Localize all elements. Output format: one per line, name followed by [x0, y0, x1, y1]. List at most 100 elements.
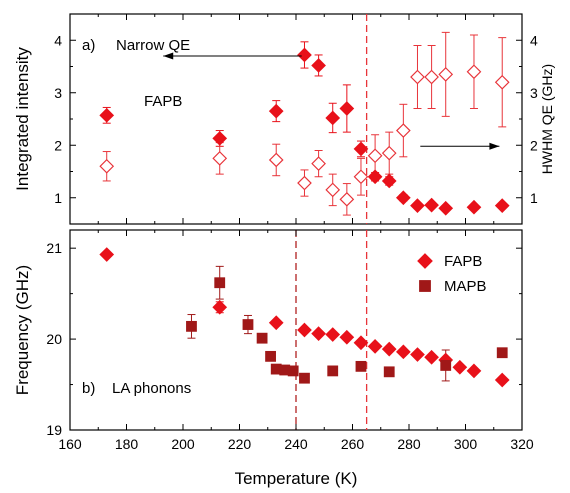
legend-mapb-marker [419, 280, 431, 292]
x-tick-label-160: 160 [58, 436, 82, 452]
top-arrow-left-head [163, 52, 174, 60]
top-panel-label: a) [82, 37, 95, 54]
x-tick-label-300: 300 [454, 436, 478, 452]
top-s1-point-1 [212, 151, 228, 166]
bottom-mapb-point-3 [256, 332, 268, 344]
top-s1-point-12 [424, 69, 439, 85]
top-y2tick-label-4: 4 [530, 32, 538, 48]
bottom-mapb-point-8 [299, 372, 310, 384]
legend-fapb-marker [417, 253, 433, 269]
top-s1-point-15 [494, 74, 510, 90]
bottom-ytick-label-21: 21 [46, 240, 62, 256]
top-s1-point-6 [339, 191, 355, 207]
top-s1-point-13 [438, 67, 454, 82]
bottom-mapb-point-11 [383, 366, 395, 378]
bottom-mapb-point-13 [496, 347, 508, 359]
x-tick-label-220: 220 [228, 436, 252, 452]
top-y2tick-label-3: 3 [530, 85, 538, 101]
legend-fapb-label: FAPB [444, 253, 482, 270]
top-s0-point-14 [466, 199, 482, 215]
bottom-fapb-point-16 [494, 372, 510, 388]
bottom-fapb-point-15 [466, 363, 482, 379]
bottom-fapb-point-2 [268, 315, 284, 331]
bottom-mapb-point-10 [355, 360, 367, 372]
top-ytick-label-2: 2 [54, 137, 62, 153]
top-s0-point-1 [212, 131, 228, 146]
bottom-ytick-label-20: 20 [46, 331, 62, 347]
bottom-errorbars [187, 265, 450, 382]
top-arrow-left [163, 52, 302, 60]
top-s1-point-14 [466, 64, 482, 80]
top-y2tick-label-2: 2 [530, 137, 538, 153]
bottom-mapb-point-1 [214, 277, 226, 289]
bottom-fapb-point-0 [99, 247, 115, 262]
bottom-fapb-point-4 [311, 326, 326, 341]
top-y2-axis-label: HWHM QE (GHz) [539, 64, 555, 174]
bottom-fapb-point-7 [353, 335, 369, 351]
top-panel: 1 2 3 4 1 2 3 4 a) Narrow QE FAPB Integrated in… [13, 13, 555, 225]
top-s1-point-7 [353, 169, 369, 185]
top-s0-point-15 [494, 198, 510, 213]
top-s0-point-7 [353, 141, 369, 157]
top-s1-point-11 [410, 69, 425, 85]
x-tick-label-260: 260 [341, 436, 365, 452]
top-arrow-right-head [489, 142, 500, 150]
bottom-fapb-point-1 [212, 299, 228, 315]
top-s0-point-12 [424, 197, 439, 213]
top-ytick-label-3: 3 [54, 85, 62, 101]
legend-mapb-label: MAPB [444, 278, 487, 295]
top-s0-point-11 [410, 198, 425, 213]
bottom-title-label: LA phonons [112, 380, 191, 397]
bottom-fapb-point-11 [410, 347, 425, 362]
bottom-mapb-point-2 [242, 319, 254, 330]
legend-mapb-square [419, 280, 431, 292]
bottom-mapb-point-12 [440, 360, 452, 371]
top-ytick-label-1: 1 [54, 190, 62, 206]
x-tick-label-180: 180 [115, 436, 139, 452]
bottom-ytick-label-19: 19 [46, 422, 62, 438]
bottom-fapb-point-5 [325, 327, 341, 342]
bottom-fapb-point-8 [367, 339, 383, 354]
top-ticks: 1 2 3 4 1 2 3 4 [54, 14, 538, 224]
top-s0-point-8 [367, 169, 383, 185]
bottom-ticks: 160 180 200 220 240 260 280 300 320 19 20 21 [46, 230, 534, 452]
top-s0-point-10 [396, 190, 411, 206]
top-y2tick-label-1: 1 [530, 190, 538, 206]
top-s0-point-4 [311, 58, 326, 73]
top-s1-point-9 [381, 145, 397, 161]
x-tick-label-280: 280 [397, 436, 421, 452]
top-s0-point-5 [325, 110, 341, 126]
top-s1-point-8 [367, 148, 383, 164]
top-arrows [163, 52, 500, 150]
top-series-label: FAPB [144, 93, 182, 110]
top-s0-point-13 [438, 200, 454, 216]
bottom-fapb-point-3 [297, 322, 312, 338]
top-arrow-right [420, 142, 500, 150]
top-marks [99, 47, 510, 216]
bottom-panel-label: b) [82, 380, 95, 397]
bottom-mapb-point-7 [287, 365, 299, 377]
bottom-mapb-point-4 [265, 350, 276, 362]
top-s1-point-5 [325, 182, 341, 198]
legend: FAPB MAPB [417, 253, 487, 295]
x-tick-label-200: 200 [171, 436, 195, 452]
bottom-vlines [295, 230, 368, 430]
top-s0-point-2 [268, 103, 284, 119]
top-s1-point-2 [268, 152, 284, 168]
legend-fapb-diamond [417, 253, 433, 269]
top-ytick-label-4: 4 [54, 32, 62, 48]
top-s1-point-10 [396, 123, 411, 138]
top-s1-point-0 [99, 158, 115, 174]
bottom-marks [99, 247, 510, 388]
top-s0-point-0 [99, 107, 115, 123]
x-tick-label-320: 320 [510, 436, 534, 452]
bottom-fapb-point-10 [396, 344, 411, 360]
bottom-mapb-point-0 [186, 320, 197, 332]
x-tick-label-240: 240 [284, 436, 308, 452]
top-s0-point-3 [297, 47, 312, 63]
top-s0-point-6 [339, 101, 355, 116]
top-y-axis-label: Integrated intensity [13, 47, 32, 191]
bottom-y-axis-label: Frequency (GHz) [13, 265, 32, 395]
top-s1-point-4 [311, 156, 326, 171]
bottom-fapb-point-12 [424, 349, 439, 365]
